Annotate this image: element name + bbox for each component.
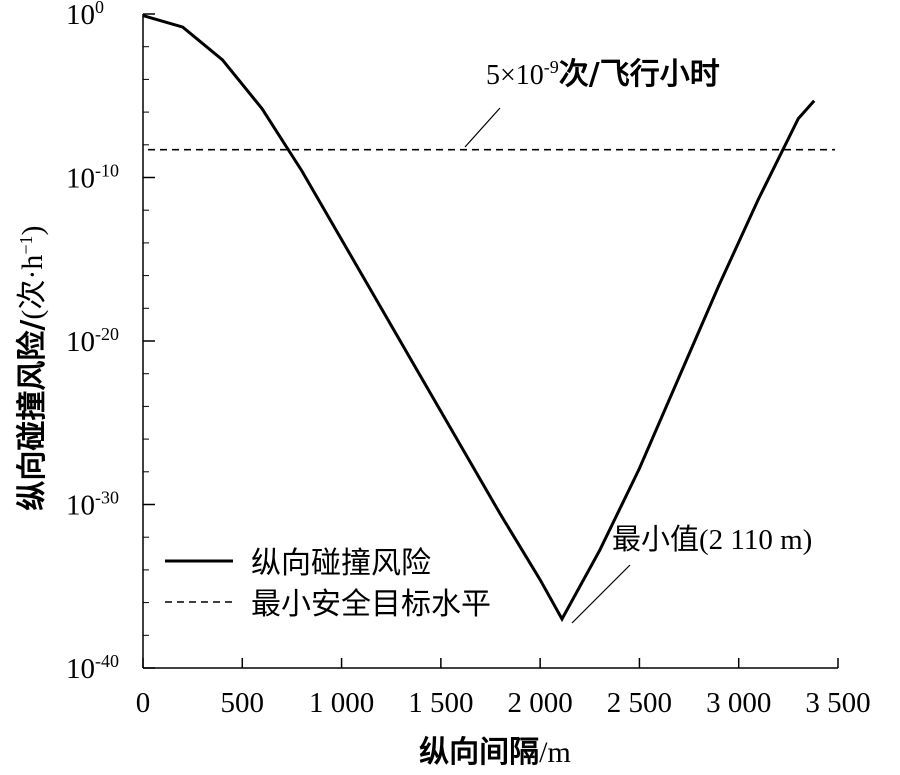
x-tick-label: 0 (136, 687, 151, 719)
y-tick-label: 100 (66, 0, 104, 31)
y-axis-label: 纵向碰撞风险/(次·h−1) (15, 225, 50, 510)
x-tick-label: 3 000 (706, 687, 771, 719)
y-tick-label: 10-30 (66, 488, 119, 522)
x-tick-label: 2 500 (607, 687, 672, 719)
y-tick-label: 10-10 (66, 161, 119, 195)
threshold-leader-line (464, 107, 501, 148)
y-tick-label: 10-20 (66, 324, 119, 358)
legend: 纵向碰撞风险 最小安全目标水平 (165, 546, 491, 622)
x-tick-label: 500 (221, 687, 265, 719)
x-tick-label: 2 000 (508, 687, 573, 719)
minimum-annotation: 最小值(2 110 m) (612, 522, 812, 556)
threshold-annotation: 5×10-9次/飞行小时 (486, 57, 720, 92)
y-minor-ticks (143, 46, 149, 636)
y-ticks: 100 10-10 10-20 10-30 10-40 (66, 0, 155, 685)
y-tick-label: 10-40 (66, 651, 119, 685)
x-tick-label: 1 000 (309, 687, 374, 719)
risk-curve (142, 14, 816, 623)
minimum-leader-line (571, 564, 631, 624)
x-ticks: 0 500 1 000 1 500 2 000 2 500 3 000 3 500 (136, 658, 871, 719)
legend-label-target: 最小安全目标水平 (251, 587, 491, 622)
x-tick-label: 1 500 (408, 687, 473, 719)
legend-label-risk: 纵向碰撞风险 (251, 546, 431, 581)
x-tick-label: 3 500 (805, 687, 870, 719)
x-axis-label: 纵向间隔/m (419, 735, 571, 770)
